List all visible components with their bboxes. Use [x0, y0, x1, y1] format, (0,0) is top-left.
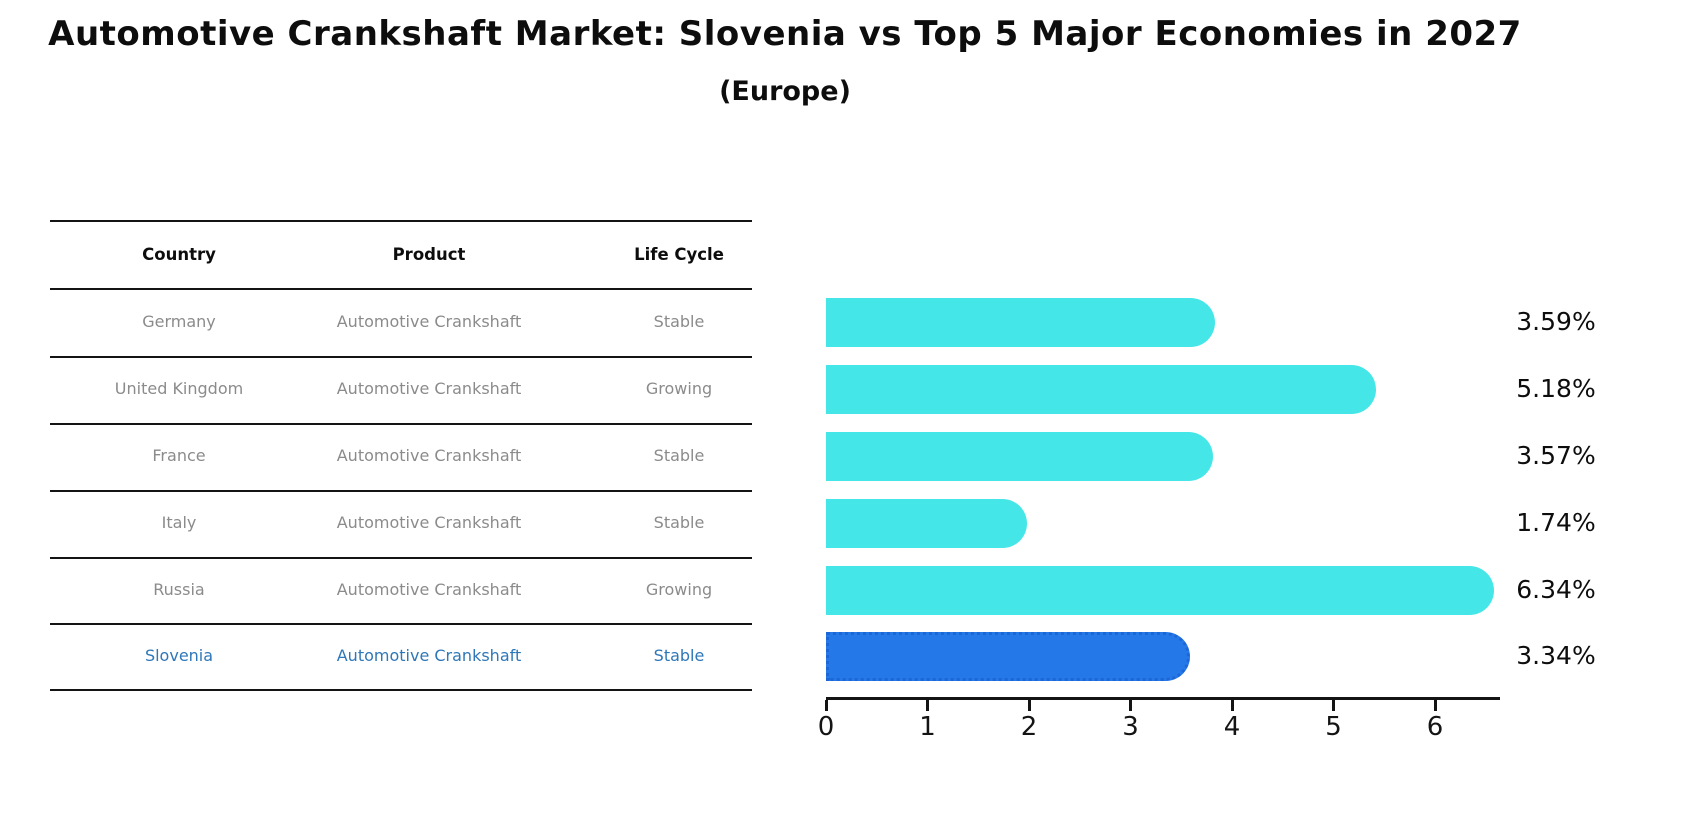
table-row-highlight-slovenia: Slovenia Automotive Crankshaft Stable: [50, 641, 752, 671]
column-header-life-cycle: Life Cycle: [634, 245, 724, 264]
bar-russia: [826, 565, 1494, 615]
value-label: 3.59%: [1516, 307, 1596, 336]
table-rule: [50, 623, 752, 625]
table-rule: [50, 490, 752, 492]
table-row: United Kingdom Automotive Crankshaft Gro…: [50, 374, 752, 404]
cell-country: Slovenia: [144, 646, 214, 665]
x-tick-label: 0: [817, 712, 835, 742]
table-rule: [50, 423, 752, 425]
x-tick-label: 5: [1325, 712, 1342, 742]
table-row: Germany Automotive Crankshaft Stable: [50, 307, 752, 337]
x-tick-mark: [1433, 700, 1437, 711]
x-tick-label: 6: [1426, 712, 1444, 742]
value-label: 3.57%: [1516, 441, 1596, 470]
cell-product: Automotive Crankshaft: [336, 646, 522, 665]
cell-product: Automotive Crankshaft: [336, 446, 522, 465]
x-tick-mark: [824, 700, 828, 711]
cell-life-cycle: Growing: [645, 580, 713, 599]
cell-life-cycle: Growing: [645, 379, 713, 398]
table-row: Russia Automotive Crankshaft Growing: [50, 575, 752, 605]
column-header-product: Product: [392, 245, 466, 264]
bar-france: [826, 431, 1213, 481]
x-tick-mark: [1230, 700, 1234, 711]
x-tick-mark: [1129, 700, 1132, 711]
value-label: 6.34%: [1516, 575, 1596, 604]
cell-product: Automotive Crankshaft: [336, 312, 522, 331]
table-row: France Automotive Crankshaft Stable: [50, 441, 752, 471]
cell-life-cycle: Stable: [653, 446, 705, 465]
cell-life-cycle: Stable: [653, 513, 705, 532]
column-header-country: Country: [142, 245, 216, 264]
chart-title: Automotive Crankshaft Market: Slovenia v…: [48, 14, 1522, 54]
table-row: Italy Automotive Crankshaft Stable: [50, 508, 752, 538]
cell-country: Germany: [142, 312, 216, 331]
value-label: 5.18%: [1516, 374, 1596, 403]
x-axis-line: [826, 697, 1500, 700]
cell-life-cycle: Stable: [653, 646, 705, 665]
table-rule: [50, 288, 752, 290]
table-rule: [50, 557, 752, 559]
value-label: 1.74%: [1516, 508, 1596, 537]
x-tick-mark: [926, 700, 929, 711]
x-tick-mark: [1027, 700, 1031, 711]
cell-country: Russia: [153, 580, 205, 599]
cell-life-cycle: Stable: [653, 312, 705, 331]
x-tick-label: 4: [1223, 712, 1241, 742]
bar-italy: [826, 498, 1027, 548]
x-tick-label: 2: [1020, 712, 1038, 742]
chart-subtitle: (Europe): [719, 76, 851, 107]
value-label: 3.34%: [1516, 641, 1596, 670]
cell-product: Automotive Crankshaft: [336, 580, 522, 599]
bar-germany: [826, 297, 1215, 347]
x-tick-label: 1: [919, 712, 936, 742]
table-rule: [50, 356, 752, 358]
cell-country: Italy: [161, 513, 197, 532]
cell-product: Automotive Crankshaft: [336, 379, 522, 398]
cell-country: United Kingdom: [114, 379, 244, 398]
table-rule: [50, 220, 752, 222]
bar-united-kingdom: [826, 364, 1376, 414]
bar-slovenia: [826, 631, 1190, 681]
x-tick-mark: [1332, 700, 1335, 711]
x-tick-label: 3: [1122, 712, 1139, 742]
table-rule: [50, 689, 752, 691]
cell-product: Automotive Crankshaft: [336, 513, 522, 532]
cell-country: France: [152, 446, 206, 465]
